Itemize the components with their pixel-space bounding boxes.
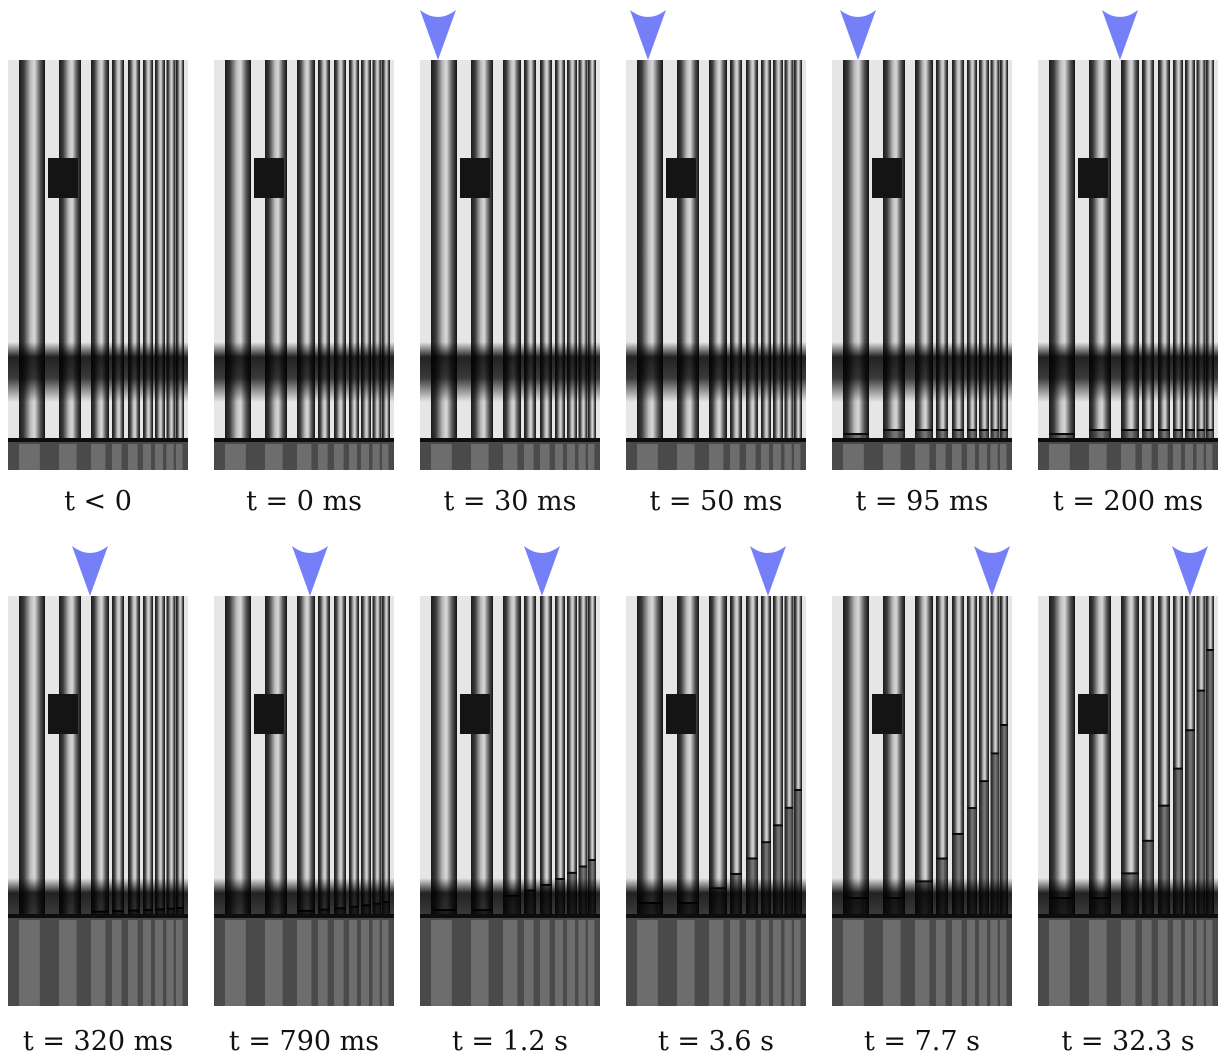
- photo-frame: [214, 596, 394, 1006]
- time-caption: t < 0: [64, 486, 132, 517]
- photo-frame: [8, 60, 188, 470]
- photo-frame: [214, 60, 394, 470]
- time-caption: t = 320 ms: [22, 1026, 174, 1057]
- arrow-marker-icon: [72, 546, 108, 596]
- arrow-marker-icon: [1172, 546, 1208, 596]
- time-caption: t = 32.3 s: [1061, 1026, 1195, 1057]
- time-caption: t = 3.6 s: [657, 1026, 774, 1057]
- photo-frame: [420, 596, 600, 1006]
- photo-frame: [832, 596, 1012, 1006]
- photo-frame: [626, 596, 806, 1006]
- time-caption: t = 1.2 s: [451, 1026, 568, 1057]
- photo-frame: [1038, 596, 1218, 1006]
- arrow-marker-icon: [974, 546, 1010, 596]
- time-caption: t = 50 ms: [649, 486, 783, 517]
- photo-frame: [8, 596, 188, 1006]
- arrow-marker-icon: [630, 10, 666, 60]
- time-caption: t = 200 ms: [1052, 486, 1204, 517]
- photo-frame: [832, 60, 1012, 470]
- time-caption: t = 790 ms: [228, 1026, 380, 1057]
- time-caption: t = 7.7 s: [863, 1026, 980, 1057]
- arrow-marker-icon: [1102, 10, 1138, 60]
- photo-frame: [1038, 60, 1218, 470]
- photo-frame: [420, 60, 600, 470]
- time-caption: t = 30 ms: [443, 486, 577, 517]
- arrow-marker-icon: [840, 10, 876, 60]
- arrow-marker-icon: [292, 546, 328, 596]
- time-caption: t = 0 ms: [246, 486, 362, 517]
- arrow-marker-icon: [524, 546, 560, 596]
- arrow-marker-icon: [750, 546, 786, 596]
- arrow-marker-icon: [420, 10, 456, 60]
- photo-frame: [626, 60, 806, 470]
- time-caption: t = 95 ms: [855, 486, 989, 517]
